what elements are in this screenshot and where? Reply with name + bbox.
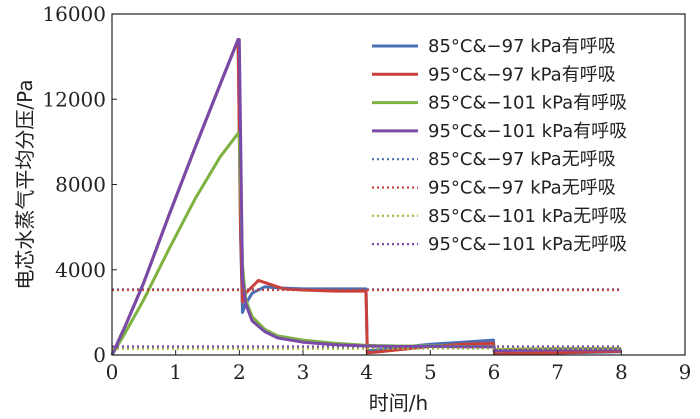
y-axis-title: 电芯水蒸气平均分压/Pa — [13, 79, 37, 289]
legend-label-6: 95°C&−97 kPa无呼吸 — [428, 178, 616, 199]
y-tick-label: 8000 — [55, 173, 106, 197]
x-tick-label: 6 — [488, 360, 501, 384]
y-tick-label: 16000 — [42, 2, 106, 26]
legend-label-7: 85°C&−101 kPa无呼吸 — [428, 206, 627, 227]
x-tick-label: 5 — [424, 360, 437, 384]
x-tick-label: 7 — [551, 360, 564, 384]
legend: 85°C&−97 kPa有呼吸 95°C&−97 kPa有呼吸 85°C&−101 … — [372, 36, 627, 255]
ticks — [111, 13, 686, 356]
x-tick-label: 8 — [615, 360, 628, 384]
x-tick-label: 1 — [169, 360, 182, 384]
x-axis-title: 时间/h — [369, 391, 428, 415]
legend-label-3: 85°C&−101 kPa有呼吸 — [428, 93, 627, 114]
y-tick-label: 4000 — [55, 258, 106, 282]
legend-label-2: 95°C&−97 kPa有呼吸 — [428, 64, 616, 85]
series-line-4 — [110, 38, 622, 356]
tick-labels: 0 1 2 3 4 5 6 7 8 9 0 4000 8000 12000 16000 — [42, 2, 691, 384]
legend-label-4: 95°C&−101 kPa有呼吸 — [428, 121, 627, 142]
x-tick-label: 9 — [679, 360, 692, 384]
x-tick-label: 3 — [297, 360, 310, 384]
x-tick-label: 4 — [360, 360, 373, 384]
y-tick-label: 0 — [93, 343, 106, 367]
x-tick-label: 2 — [233, 360, 246, 384]
legend-label-8: 95°C&−101 kPa无呼吸 — [428, 234, 627, 255]
legend-label-1: 85°C&−97 kPa有呼吸 — [428, 36, 616, 57]
y-tick-label: 12000 — [42, 87, 106, 111]
legend-label-5: 85°C&−97 kPa无呼吸 — [428, 149, 616, 170]
x-tick-label: 0 — [106, 360, 119, 384]
